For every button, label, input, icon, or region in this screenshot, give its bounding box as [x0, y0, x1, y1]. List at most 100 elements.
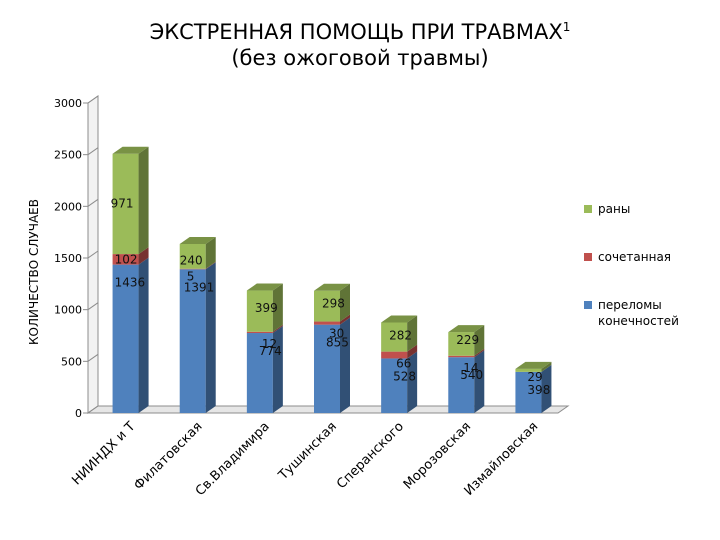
- bar-front: [381, 322, 408, 352]
- bar-front: [314, 324, 340, 413]
- bar-front: [179, 243, 206, 269]
- bar-segment: [515, 364, 552, 413]
- bar-side: [205, 262, 216, 413]
- bar-front: [515, 368, 542, 372]
- chart-title-footnote: 1: [562, 20, 571, 34]
- data-label: 1436: [115, 276, 146, 290]
- bar-front: [381, 358, 408, 413]
- bar-segment: [179, 236, 216, 269]
- bar-side: [407, 344, 418, 359]
- bar-top: [515, 361, 552, 369]
- bar-segment: [314, 317, 350, 413]
- bar-side: [474, 325, 485, 356]
- data-label: 398: [527, 383, 550, 397]
- data-label: 282: [389, 329, 412, 343]
- chart-title-text: ЭКСТРЕННАЯ ПОМОЩЬ ПРИ ТРАВМАХ: [149, 20, 563, 44]
- data-label: 855: [326, 336, 349, 350]
- bar-segment: [314, 314, 350, 325]
- data-label: 66: [396, 357, 411, 371]
- y-tick-label: 500: [61, 355, 82, 368]
- data-label: 102: [115, 253, 138, 267]
- x-category-label: Морозовская: [401, 419, 474, 492]
- y-tick-depth-line: [87, 405, 99, 414]
- bar-front: [381, 351, 408, 359]
- bar-front: [112, 254, 139, 265]
- bar-side: [474, 350, 485, 413]
- bar-segment: [448, 350, 485, 413]
- legend-label: сочетанная: [598, 250, 671, 264]
- data-label: 774: [259, 344, 282, 358]
- legend-swatch: [584, 301, 592, 309]
- bar-front: [246, 333, 273, 413]
- y-tick-label: 2000: [54, 200, 82, 213]
- y-tick-depth-line: [87, 147, 99, 156]
- y-tick-depth-line: [87, 302, 99, 311]
- y-tick-label: 2500: [54, 149, 82, 162]
- bar-top: [112, 146, 149, 154]
- y-tick-depth-line: [87, 353, 99, 362]
- bar-top: [381, 315, 418, 323]
- bar-segment: [381, 344, 418, 359]
- bar-front: [515, 371, 542, 413]
- legend-item: сочетанная: [584, 250, 671, 264]
- bar-side: [474, 348, 485, 358]
- legend-label: раны: [598, 202, 630, 216]
- bar-segment: [179, 261, 216, 270]
- data-label: 971: [111, 197, 134, 211]
- bar-side: [340, 283, 350, 322]
- bar-segment: [515, 361, 552, 372]
- bar-front: [112, 264, 139, 413]
- data-label: 14: [463, 361, 478, 375]
- bar-front: [448, 357, 475, 413]
- data-label: 298: [322, 297, 345, 311]
- bar-top: [314, 283, 350, 291]
- data-label: 30: [329, 327, 344, 341]
- data-label: 229: [456, 333, 479, 347]
- bar-side: [340, 314, 350, 325]
- data-label: 540: [460, 368, 483, 382]
- bar-segment: [112, 257, 149, 413]
- x-category-label: НИИНДХ и Т: [69, 419, 138, 488]
- bar-side: [138, 247, 149, 265]
- bar-front: [246, 331, 273, 334]
- y-tick-depth-line: [87, 95, 99, 104]
- x-category-label: Измайловская: [462, 419, 542, 499]
- legend-label: конечностей: [598, 314, 679, 328]
- bar-segment: [246, 283, 283, 332]
- bar-front: [246, 290, 273, 332]
- y-tick-label: 3000: [54, 97, 82, 110]
- data-label: 12: [262, 337, 277, 351]
- legend-swatch: [584, 253, 592, 261]
- bar-front: [448, 355, 475, 358]
- bar-side: [205, 236, 216, 269]
- x-category-label: Св.Владимира: [193, 419, 273, 499]
- bar-segment: [381, 351, 418, 413]
- bar-side: [541, 364, 552, 413]
- bar-segment: [448, 348, 485, 358]
- y-tick-depth-line: [87, 250, 99, 259]
- data-label: 5: [187, 270, 195, 284]
- bar-side: [272, 283, 283, 332]
- bar-side: [407, 351, 418, 413]
- chart-title: ЭКСТРЕННАЯ ПОМОЩЬ ПРИ ТРАВМАХ1 (без ожог…: [0, 14, 720, 71]
- legend-item: раны: [584, 202, 630, 216]
- bar-segment: [179, 262, 216, 413]
- bar-top: [179, 236, 216, 244]
- bar-front: [179, 269, 206, 413]
- bar-side: [340, 317, 350, 413]
- x-category-label: Сперанского: [334, 419, 407, 492]
- chart-bars: [112, 146, 552, 413]
- chart-subtitle: (без ожоговой травмы): [231, 46, 489, 70]
- bar-side: [205, 261, 216, 270]
- bar-front: [179, 268, 206, 270]
- bar-segment: [112, 146, 149, 255]
- bar-segment: [314, 283, 350, 322]
- bar-top: [448, 325, 485, 333]
- data-label: 29: [527, 370, 542, 384]
- chart-legend: раны сочетанная переломы конечностей: [584, 202, 679, 328]
- y-tick-label: 1500: [54, 252, 82, 265]
- bar-segment: [448, 325, 485, 356]
